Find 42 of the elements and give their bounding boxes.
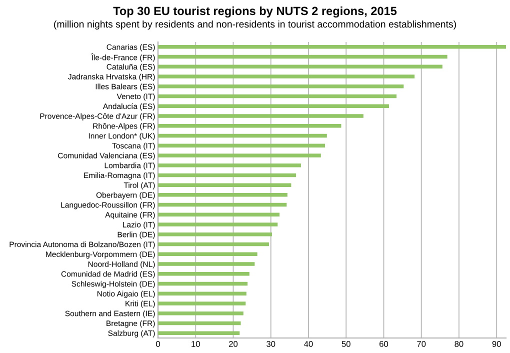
- bar: [158, 114, 364, 118]
- chart-title: Top 30 EU tourist regions by NUTS 2 regions, 2015: [113, 6, 397, 18]
- bar: [158, 311, 244, 316]
- bar: [158, 262, 255, 266]
- bar: [158, 64, 442, 69]
- bar: [158, 173, 296, 178]
- x-tick-label: 70: [417, 341, 426, 347]
- chart-subtitle: (million nights spent by residents and non-residents in tourist accommodation establishments): [54, 20, 456, 30]
- bar: [158, 94, 397, 98]
- bar: [158, 134, 327, 138]
- bar: [158, 232, 272, 236]
- bar: [158, 222, 278, 226]
- bar: [158, 124, 342, 128]
- bar: [158, 163, 301, 168]
- bar: [158, 331, 240, 335]
- bar: [158, 202, 287, 207]
- x-tick-label: 60: [380, 341, 388, 347]
- x-tick-label: 50: [342, 341, 350, 347]
- x-tick-label: 20: [229, 341, 238, 347]
- bar: [158, 54, 448, 59]
- bar: [158, 193, 288, 197]
- bar: [158, 292, 246, 296]
- x-tick-label: 30: [266, 341, 276, 347]
- x-tick-label: 90: [492, 341, 501, 347]
- bar: [158, 302, 246, 306]
- bar: [158, 282, 248, 286]
- bar: [158, 272, 250, 276]
- bar: [158, 183, 292, 187]
- x-tick-label: 40: [304, 341, 313, 347]
- bar: [158, 212, 280, 217]
- bar: [158, 74, 415, 78]
- x-tick-label: 10: [192, 341, 200, 347]
- bar: [158, 252, 258, 256]
- x-tick-label: 0: [156, 341, 160, 347]
- bar: [158, 144, 326, 148]
- bar: [158, 321, 241, 326]
- bar: [158, 45, 506, 49]
- bar: [158, 84, 404, 88]
- bar: [158, 242, 269, 246]
- bar: [158, 154, 321, 158]
- x-tick-label: 80: [454, 341, 464, 347]
- bar: [158, 104, 389, 108]
